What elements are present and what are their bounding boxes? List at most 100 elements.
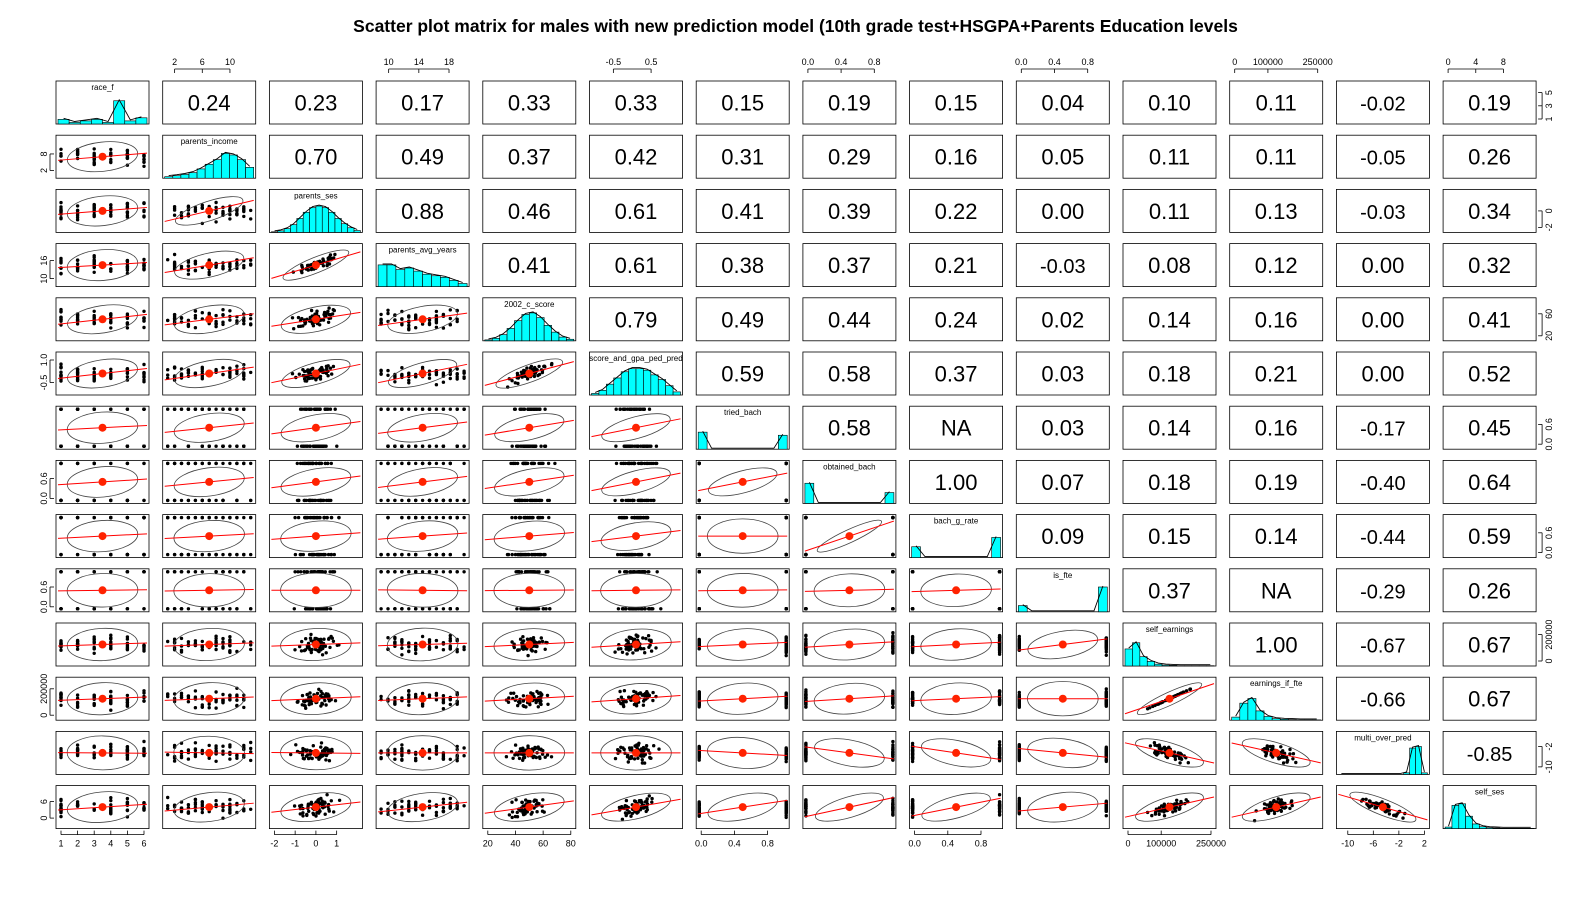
data-point (539, 444, 543, 448)
data-point (186, 205, 191, 209)
data-point (193, 748, 198, 752)
data-point (516, 703, 520, 708)
data-point (462, 570, 466, 574)
data-point (193, 639, 198, 643)
histogram-bar (180, 174, 190, 179)
data-point (186, 552, 191, 557)
data-point (214, 647, 218, 652)
data-point (427, 498, 432, 503)
data-point (321, 552, 326, 557)
data-point (125, 704, 130, 708)
data-point (235, 515, 239, 520)
histogram-bar (491, 338, 500, 342)
data-point (631, 651, 635, 655)
correlation-panel: -0.29 (1336, 568, 1430, 613)
data-point (624, 700, 628, 704)
correlation-panel: 0.59 (695, 351, 790, 396)
data-point (1017, 694, 1021, 699)
data-point (523, 444, 527, 448)
histogram-bar (91, 119, 103, 125)
confidence-ellipse (708, 467, 778, 497)
scatter-panel (268, 622, 363, 667)
data-point (434, 607, 439, 611)
correlation-panel: 0.05 (1015, 134, 1110, 179)
data-point (166, 570, 170, 574)
scatter-panel (162, 622, 257, 667)
data-point (315, 691, 320, 696)
data-point (179, 515, 184, 520)
panel-frame (55, 297, 150, 342)
data-point (386, 444, 390, 448)
data-point (393, 461, 397, 466)
data-point (613, 650, 617, 654)
data-point (200, 375, 204, 379)
data-point (75, 693, 80, 697)
data-point (784, 515, 788, 520)
data-point (414, 651, 418, 656)
data-point (448, 515, 452, 520)
data-point (629, 570, 633, 574)
histogram-bar (536, 317, 545, 342)
correlation-panel: 0.09 (1015, 514, 1110, 558)
data-point (109, 320, 113, 324)
histogram-bar (422, 273, 432, 287)
data-point (441, 380, 446, 384)
correlation-panel: 0.26 (1442, 134, 1537, 179)
data-point (142, 309, 146, 313)
data-point (407, 689, 411, 693)
data-point (109, 498, 113, 503)
correlation-panel: 0.58 (802, 405, 897, 450)
data-point (142, 215, 146, 219)
data-point (172, 365, 177, 370)
data-point (697, 690, 701, 694)
data-point (324, 703, 328, 707)
data-point (518, 552, 523, 557)
mean-point (418, 532, 427, 541)
data-point (303, 748, 307, 752)
data-point (627, 461, 631, 466)
density-curve (382, 263, 463, 283)
data-point (125, 757, 130, 761)
histogram-bar (1279, 718, 1289, 721)
data-point (332, 256, 336, 260)
data-point (434, 570, 439, 574)
data-point (300, 270, 304, 275)
data-point (59, 407, 63, 411)
mean-point (525, 694, 534, 703)
panel-frame (1442, 459, 1537, 504)
data-point (298, 644, 302, 649)
data-point (326, 552, 331, 557)
data-point (647, 638, 651, 642)
histogram-bar (164, 176, 174, 179)
data-point (420, 461, 425, 466)
correlation-value: 0.34 (1468, 199, 1511, 224)
data-point (179, 644, 184, 648)
panel-frame (802, 351, 897, 396)
data-point (326, 461, 330, 466)
histogram-bar (404, 267, 414, 287)
panel-frame (695, 405, 790, 450)
data-point (193, 259, 198, 263)
data-point (891, 635, 895, 639)
mean-point (311, 532, 320, 541)
correlation-value: 0.37 (935, 362, 978, 387)
data-point (319, 637, 323, 641)
data-point (455, 650, 459, 654)
data-point (427, 444, 432, 448)
data-point (441, 515, 446, 520)
data-point (242, 322, 246, 326)
histogram-bar (650, 374, 659, 396)
scatter-panel (162, 243, 257, 288)
data-point (379, 498, 383, 503)
data-point (407, 552, 411, 557)
data-point (214, 607, 218, 611)
data-point (304, 607, 308, 611)
data-point (249, 643, 253, 647)
correlation-value: -0.29 (1360, 581, 1406, 603)
scatter-panel (55, 622, 150, 667)
data-point (643, 607, 647, 611)
panel-frame (1122, 188, 1217, 233)
data-point (891, 696, 895, 700)
data-point (59, 639, 63, 643)
data-point (166, 444, 170, 448)
